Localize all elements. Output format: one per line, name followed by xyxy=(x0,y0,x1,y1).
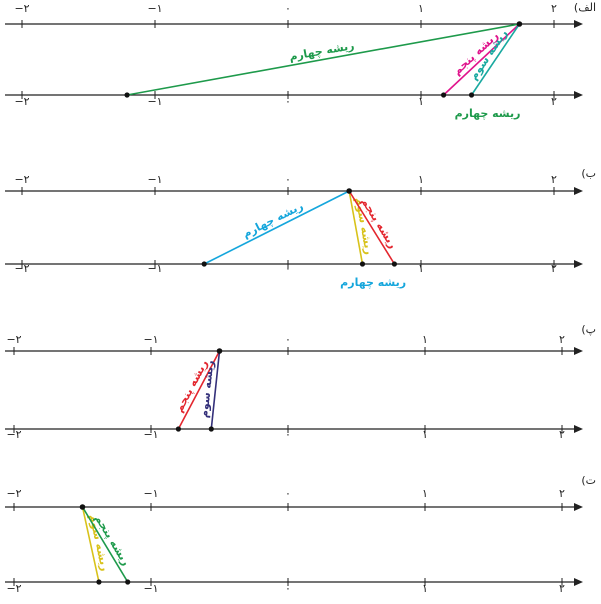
panel-3-segment-2 xyxy=(210,350,221,430)
panel-3-top-tick-label: −۲ xyxy=(6,333,21,346)
panel-4-top-tick-label: ۲ xyxy=(559,487,565,500)
panel-3-source-point xyxy=(216,348,223,354)
panel-4-bottom-tick-label: ۱ xyxy=(422,582,428,595)
panel-4-top-axis-arrow-icon xyxy=(574,503,583,511)
panel-2-part-label: (ب xyxy=(581,167,596,180)
panel-1-top-tick-label: ۰ xyxy=(285,2,291,15)
panel-1-below-label: ریشه چهارم xyxy=(455,107,521,120)
panel-2-segment-label-group: ریشه چهارم xyxy=(241,199,306,240)
panel-2-segment-label: ریشه چهارم xyxy=(241,199,306,240)
panel-2-segment-3 xyxy=(348,190,396,265)
panel-2-bottom-tick-label: −۲ xyxy=(14,262,29,275)
panel-1-segment-2 xyxy=(443,23,520,96)
panel-4-end-point xyxy=(96,579,102,585)
panel-1-bottom-tick-label: −۲ xyxy=(14,95,29,108)
panel-4-bottom-tick-label: −۱ xyxy=(143,582,158,595)
panel-4-bottom-axis-arrow-icon xyxy=(574,578,583,586)
panel-2-bottom-tick-label: ۰ xyxy=(285,262,291,275)
panel-2-bottom-tick-label: ۲ xyxy=(551,262,557,275)
panel-4-part-label: (ت xyxy=(581,474,596,487)
panel-4-bottom-tick-label: −۲ xyxy=(6,582,21,595)
panel-2-below-label: ریشه چهارم xyxy=(340,276,406,289)
panel-2-bottom-tick-label: ۱ xyxy=(418,262,424,275)
panel-1-top-tick-label: ۱ xyxy=(418,2,424,15)
panel-3-bottom-tick-label: ۰ xyxy=(285,428,291,441)
panel-1-segment-3 xyxy=(470,23,521,96)
panel-4-bottom-tick-label: ۰ xyxy=(285,582,291,595)
panel-3-bottom-tick-label: ۱ xyxy=(422,428,428,441)
panel-4-top-tick-label: ۱ xyxy=(422,487,428,500)
panel-4-bottom-tick-label: ۲ xyxy=(559,582,565,595)
panel-1-top-axis-arrow-icon xyxy=(574,20,583,28)
panel-2-top-tick-label: ۱ xyxy=(418,173,424,186)
panel-2-bottom-tick-label: −۱ xyxy=(147,262,162,275)
panel-4-top-tick-label: −۱ xyxy=(143,487,158,500)
panel-3-end-point xyxy=(208,426,214,432)
panel-1-bottom-tick-label: ۱ xyxy=(418,95,424,108)
panel-2-segment-1 xyxy=(203,190,350,265)
panel-1-bottom-tick-label: ۰ xyxy=(285,95,291,108)
panel-3-segment-label-group: ریشه سوم xyxy=(197,360,216,419)
panel-2-top-tick-label: ۰ xyxy=(285,173,291,186)
panel-1-bottom-axis-arrow-icon xyxy=(574,91,583,99)
panel-3-top-tick-label: ۲ xyxy=(559,333,565,346)
panel-4-source-point xyxy=(79,504,86,510)
panel-1-end-point xyxy=(441,92,447,98)
panel-2-top-tick-label: ۲ xyxy=(551,173,557,186)
panel-2-end-point xyxy=(359,261,366,267)
panel-2-top-tick-label: −۱ xyxy=(147,173,162,186)
panel-1-part-label: (الف xyxy=(574,1,596,14)
panel-3-top-tick-label: −۱ xyxy=(143,333,158,346)
panel-4-top-tick-label: −۲ xyxy=(6,487,21,500)
panel-1-source-point xyxy=(516,21,523,27)
panel-2-top-axis-arrow-icon xyxy=(574,187,583,195)
panel-3-part-label: (پ xyxy=(581,323,596,336)
panel-3-bottom-tick-label: −۲ xyxy=(6,428,21,441)
panel-2-bottom-axis-arrow-icon xyxy=(574,260,583,268)
panel-3-top-tick-label: ۰ xyxy=(285,333,291,346)
panel-4-segment-1 xyxy=(81,506,100,583)
panel-1-top-tick-label: −۲ xyxy=(14,2,29,15)
panel-3-top-tick-label: ۱ xyxy=(422,333,428,346)
panel-1-bottom-tick-label: ۲ xyxy=(551,95,557,108)
panel-1-bottom-tick-label: −۱ xyxy=(147,95,162,108)
panel-1-top-tick-label: −۱ xyxy=(147,2,162,15)
panel-1-end-point xyxy=(124,92,130,98)
panel-3-segment-1 xyxy=(177,350,221,430)
panel-3-segment-label: ریشه سوم xyxy=(197,360,216,419)
panel-4-segment-2 xyxy=(81,506,129,583)
panel-2-top-tick-label: −۲ xyxy=(14,173,29,186)
panel-2-segment-2 xyxy=(348,190,364,265)
panel-3-bottom-axis-arrow-icon xyxy=(574,425,583,433)
panel-4-top-tick-label: ۰ xyxy=(285,487,291,500)
panel-3-bottom-tick-label: ۲ xyxy=(559,428,565,441)
panel-2-source-point xyxy=(346,188,352,194)
panel-1-top-tick-label: ۲ xyxy=(551,2,557,15)
panel-3-end-point xyxy=(175,426,181,432)
panel-1-end-point xyxy=(468,92,475,98)
panel-1-segment-1 xyxy=(126,23,520,96)
panel-3-bottom-tick-label: −۱ xyxy=(143,428,158,441)
panel-4-end-point xyxy=(125,579,131,585)
panel-2-end-point xyxy=(391,261,397,267)
panel-3-top-axis-arrow-icon xyxy=(574,347,583,355)
panel-2-end-point xyxy=(201,261,207,267)
